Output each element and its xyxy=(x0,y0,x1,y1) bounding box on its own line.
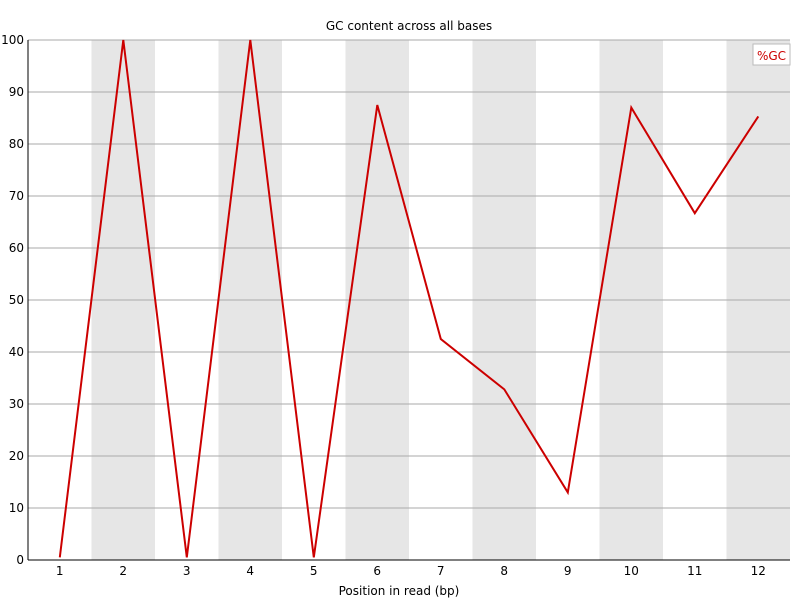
y-tick-label-100: 100 xyxy=(1,33,24,47)
y-axis-ticks: 0 10 20 30 40 50 60 70 80 90 100 xyxy=(1,33,24,567)
x-tick-label-5: 5 xyxy=(310,564,318,578)
x-axis-ticks: 1 2 3 4 5 6 7 8 9 10 11 12 xyxy=(56,564,766,578)
y-tick-label-90: 90 xyxy=(9,85,24,99)
legend-box xyxy=(752,43,791,66)
x-tick-label-1: 1 xyxy=(56,564,64,578)
y-tick-label-60: 60 xyxy=(9,241,24,255)
x-tick-label-8: 8 xyxy=(500,564,508,578)
x-tick-label-4: 4 xyxy=(246,564,254,578)
series-group xyxy=(58,39,760,558)
y-tick-label-70: 70 xyxy=(9,189,24,203)
x-axis-label: Position in read (bp) xyxy=(339,584,460,598)
y-tick-label-40: 40 xyxy=(9,345,24,359)
x-tick-label-9: 9 xyxy=(564,564,572,578)
y-tick-label-0: 0 xyxy=(16,553,24,567)
chart-title: GC content across all bases xyxy=(326,19,492,33)
x-tick-label-11: 11 xyxy=(687,564,702,578)
x-tick-label-2: 2 xyxy=(119,564,127,578)
series-line-gc xyxy=(58,39,760,558)
legend-entry-gc: %GC xyxy=(757,49,786,63)
legend: %GC xyxy=(752,43,791,66)
gridlines xyxy=(28,39,790,509)
y-tick-label-30: 30 xyxy=(9,397,24,411)
y-tick-label-80: 80 xyxy=(9,137,24,151)
x-tick-label-6: 6 xyxy=(373,564,381,578)
x-tick-label-12: 12 xyxy=(751,564,766,578)
x-tick-label-10: 10 xyxy=(624,564,639,578)
y-tick-label-50: 50 xyxy=(9,293,24,307)
x-tick-label-3: 3 xyxy=(183,564,191,578)
y-tick-label-10: 10 xyxy=(9,501,24,515)
x-tick-label-7: 7 xyxy=(437,564,445,578)
y-tick-label-20: 20 xyxy=(9,449,24,463)
